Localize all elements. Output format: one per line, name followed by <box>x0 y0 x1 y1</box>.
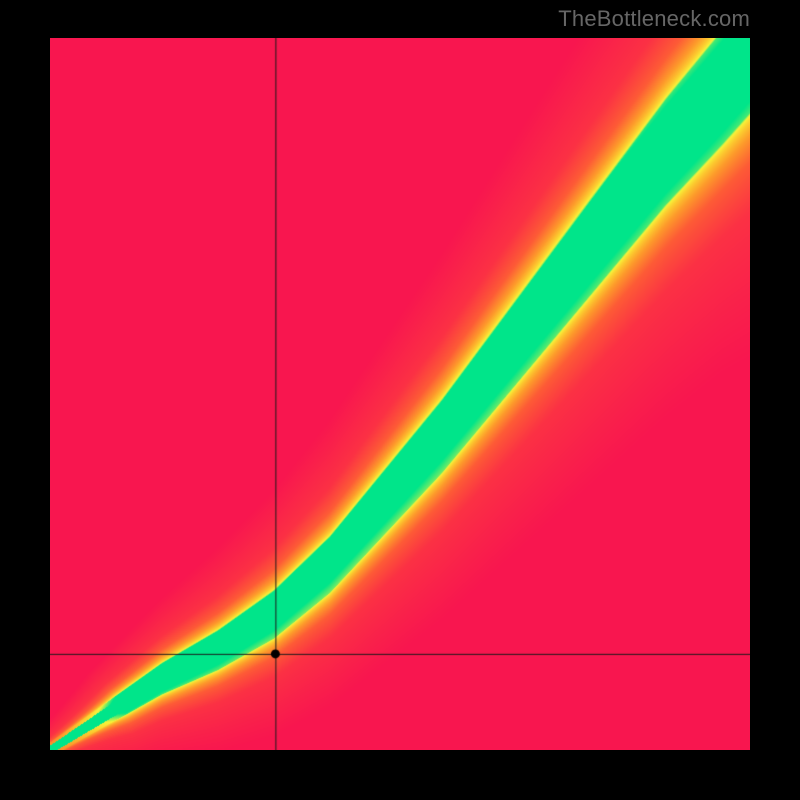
chart-container: TheBottleneck.com <box>0 0 800 800</box>
heatmap-canvas <box>50 38 750 750</box>
watermark-text: TheBottleneck.com <box>558 6 750 32</box>
